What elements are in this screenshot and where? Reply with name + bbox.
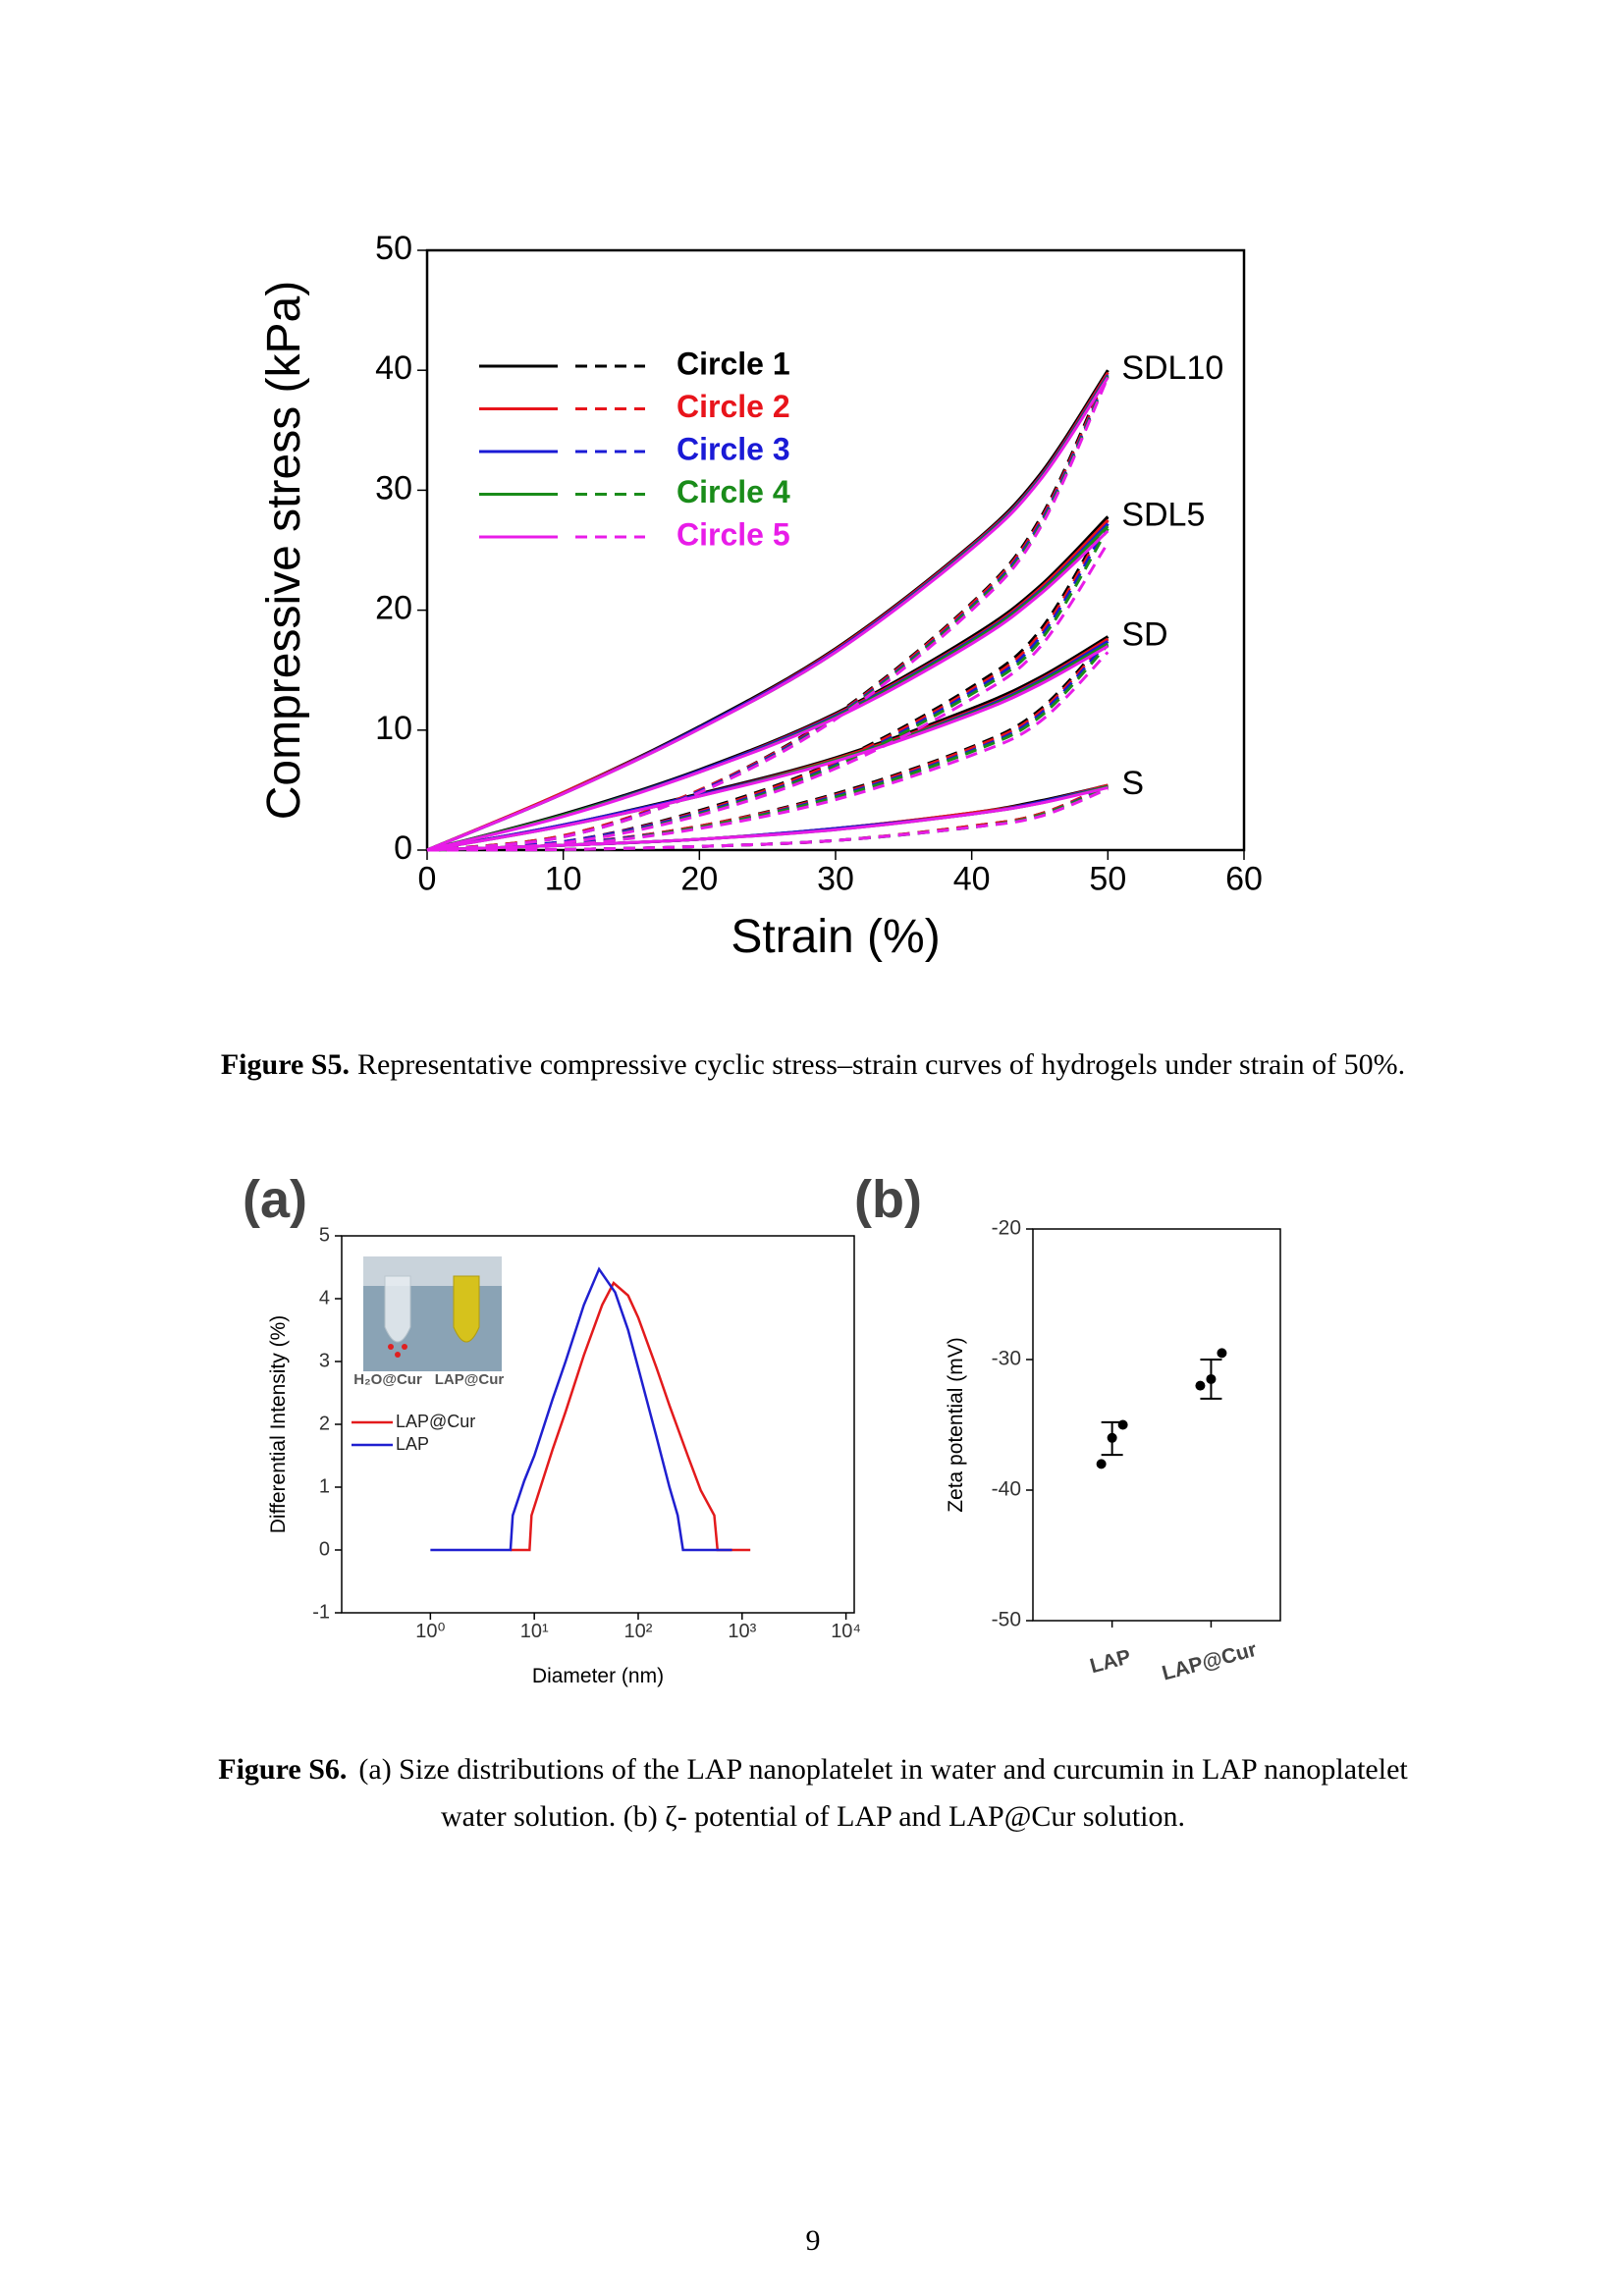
y-axis-label: Zeta potential (mV) bbox=[945, 1337, 967, 1513]
y-axis-label: Differential Intensity (%) bbox=[267, 1315, 290, 1534]
y-tick-label: 0 bbox=[394, 829, 412, 867]
caption-label: Figure S5. bbox=[221, 1048, 350, 1081]
series-line bbox=[426, 785, 1109, 852]
series-line bbox=[426, 640, 1110, 852]
legend-label: Circle 2 bbox=[677, 389, 790, 424]
caption-label: Figure S6. bbox=[218, 1753, 347, 1786]
x-tick-label: 50 bbox=[1089, 861, 1126, 898]
data-point bbox=[1217, 1348, 1227, 1359]
series-line bbox=[426, 515, 1110, 852]
x-tick-label: LAP@Cur bbox=[1160, 1638, 1259, 1685]
y-tick-label: 0 bbox=[319, 1538, 330, 1560]
series-line bbox=[510, 1281, 751, 1552]
x-tick-label: LAP bbox=[1088, 1645, 1134, 1678]
x-axis-label: Strain (%) bbox=[731, 911, 940, 963]
x-tick-label: 20 bbox=[680, 861, 718, 898]
caption-text: water solution. (b) ζ- potential of LAP … bbox=[441, 1800, 1185, 1833]
inset-label: H₂O@Cur bbox=[353, 1371, 422, 1388]
series-line bbox=[426, 519, 1110, 852]
inset-photo bbox=[363, 1256, 502, 1371]
series-line bbox=[430, 1266, 732, 1552]
y-tick-label: 30 bbox=[375, 469, 412, 507]
y-tick-label: 5 bbox=[319, 1224, 330, 1246]
y-tick-label: 20 bbox=[375, 590, 412, 627]
y-axis-label: Compressive stress (kPa) bbox=[258, 281, 310, 820]
x-tick-label: 10¹ bbox=[520, 1621, 549, 1642]
y-tick-label: -30 bbox=[992, 1348, 1021, 1370]
x-tick-label: 10⁰ bbox=[415, 1621, 445, 1642]
legend-label: Circle 3 bbox=[677, 431, 790, 466]
y-tick-label: 1 bbox=[319, 1475, 330, 1497]
x-tick-label: 0 bbox=[418, 861, 437, 898]
data-point bbox=[1195, 1380, 1206, 1391]
y-tick-label: 50 bbox=[375, 230, 412, 267]
y-tick-label: 2 bbox=[319, 1413, 330, 1434]
panel-label: (a) bbox=[243, 1170, 307, 1229]
series-line bbox=[426, 651, 1110, 852]
series-line bbox=[426, 644, 1110, 852]
x-tick-label: 40 bbox=[953, 861, 991, 898]
plot-frame bbox=[1032, 1228, 1281, 1622]
curve-annotation: SD bbox=[1121, 615, 1167, 653]
series-line bbox=[426, 376, 1110, 852]
series-line bbox=[426, 644, 1110, 852]
series-line bbox=[426, 529, 1110, 852]
series-line bbox=[426, 635, 1110, 852]
series-line bbox=[426, 542, 1110, 852]
curve-annotation: SDL5 bbox=[1121, 496, 1205, 533]
y-tick-label: -40 bbox=[992, 1478, 1021, 1501]
y-tick-label: -20 bbox=[992, 1217, 1021, 1240]
data-point bbox=[1096, 1459, 1107, 1469]
series-line bbox=[426, 518, 1110, 852]
x-tick-label: 60 bbox=[1225, 861, 1263, 898]
caption-text: Representative compressive cyclic stress… bbox=[357, 1048, 1405, 1081]
inset-label: LAP@Cur bbox=[435, 1371, 505, 1388]
x-tick-label: 10 bbox=[545, 861, 582, 898]
data-point bbox=[1107, 1432, 1117, 1443]
y-tick-label: 10 bbox=[375, 710, 412, 747]
legend-label: Circle 4 bbox=[677, 474, 790, 509]
y-tick-label: -1 bbox=[312, 1601, 330, 1623]
legend-label: Circle 5 bbox=[677, 516, 790, 552]
legend-label: LAP bbox=[396, 1434, 429, 1454]
x-tick-label: 10⁴ bbox=[831, 1621, 861, 1642]
x-tick-label: 10³ bbox=[728, 1621, 756, 1642]
page-number: 9 bbox=[806, 2224, 821, 2257]
y-tick-label: 40 bbox=[375, 349, 412, 387]
data-point bbox=[1117, 1419, 1128, 1430]
series-line bbox=[426, 515, 1110, 852]
y-tick-label: -50 bbox=[992, 1609, 1021, 1631]
legend-label: Circle 1 bbox=[677, 346, 790, 381]
y-tick-label: 4 bbox=[319, 1287, 330, 1308]
series-line bbox=[426, 527, 1110, 852]
data-point bbox=[1206, 1373, 1217, 1384]
caption: Figure S5. Representative compressive cyc… bbox=[221, 1048, 1405, 1081]
x-tick-label: 30 bbox=[817, 861, 854, 898]
curve-annotation: SDL10 bbox=[1121, 349, 1223, 387]
series-line bbox=[426, 376, 1110, 852]
legend-label: LAP@Cur bbox=[396, 1412, 475, 1431]
caption: Figure S6. (a) Size distributions of the … bbox=[218, 1753, 1408, 1786]
x-axis-label: Diameter (nm) bbox=[532, 1665, 664, 1687]
series-line bbox=[426, 637, 1110, 852]
caption-text: (a) Size distributions of the LAP nanopl… bbox=[358, 1753, 1408, 1786]
x-tick-label: 10² bbox=[624, 1621, 653, 1642]
panel-label: (b) bbox=[854, 1170, 922, 1229]
curve-annotation: S bbox=[1121, 765, 1144, 802]
y-tick-label: 3 bbox=[319, 1350, 330, 1371]
